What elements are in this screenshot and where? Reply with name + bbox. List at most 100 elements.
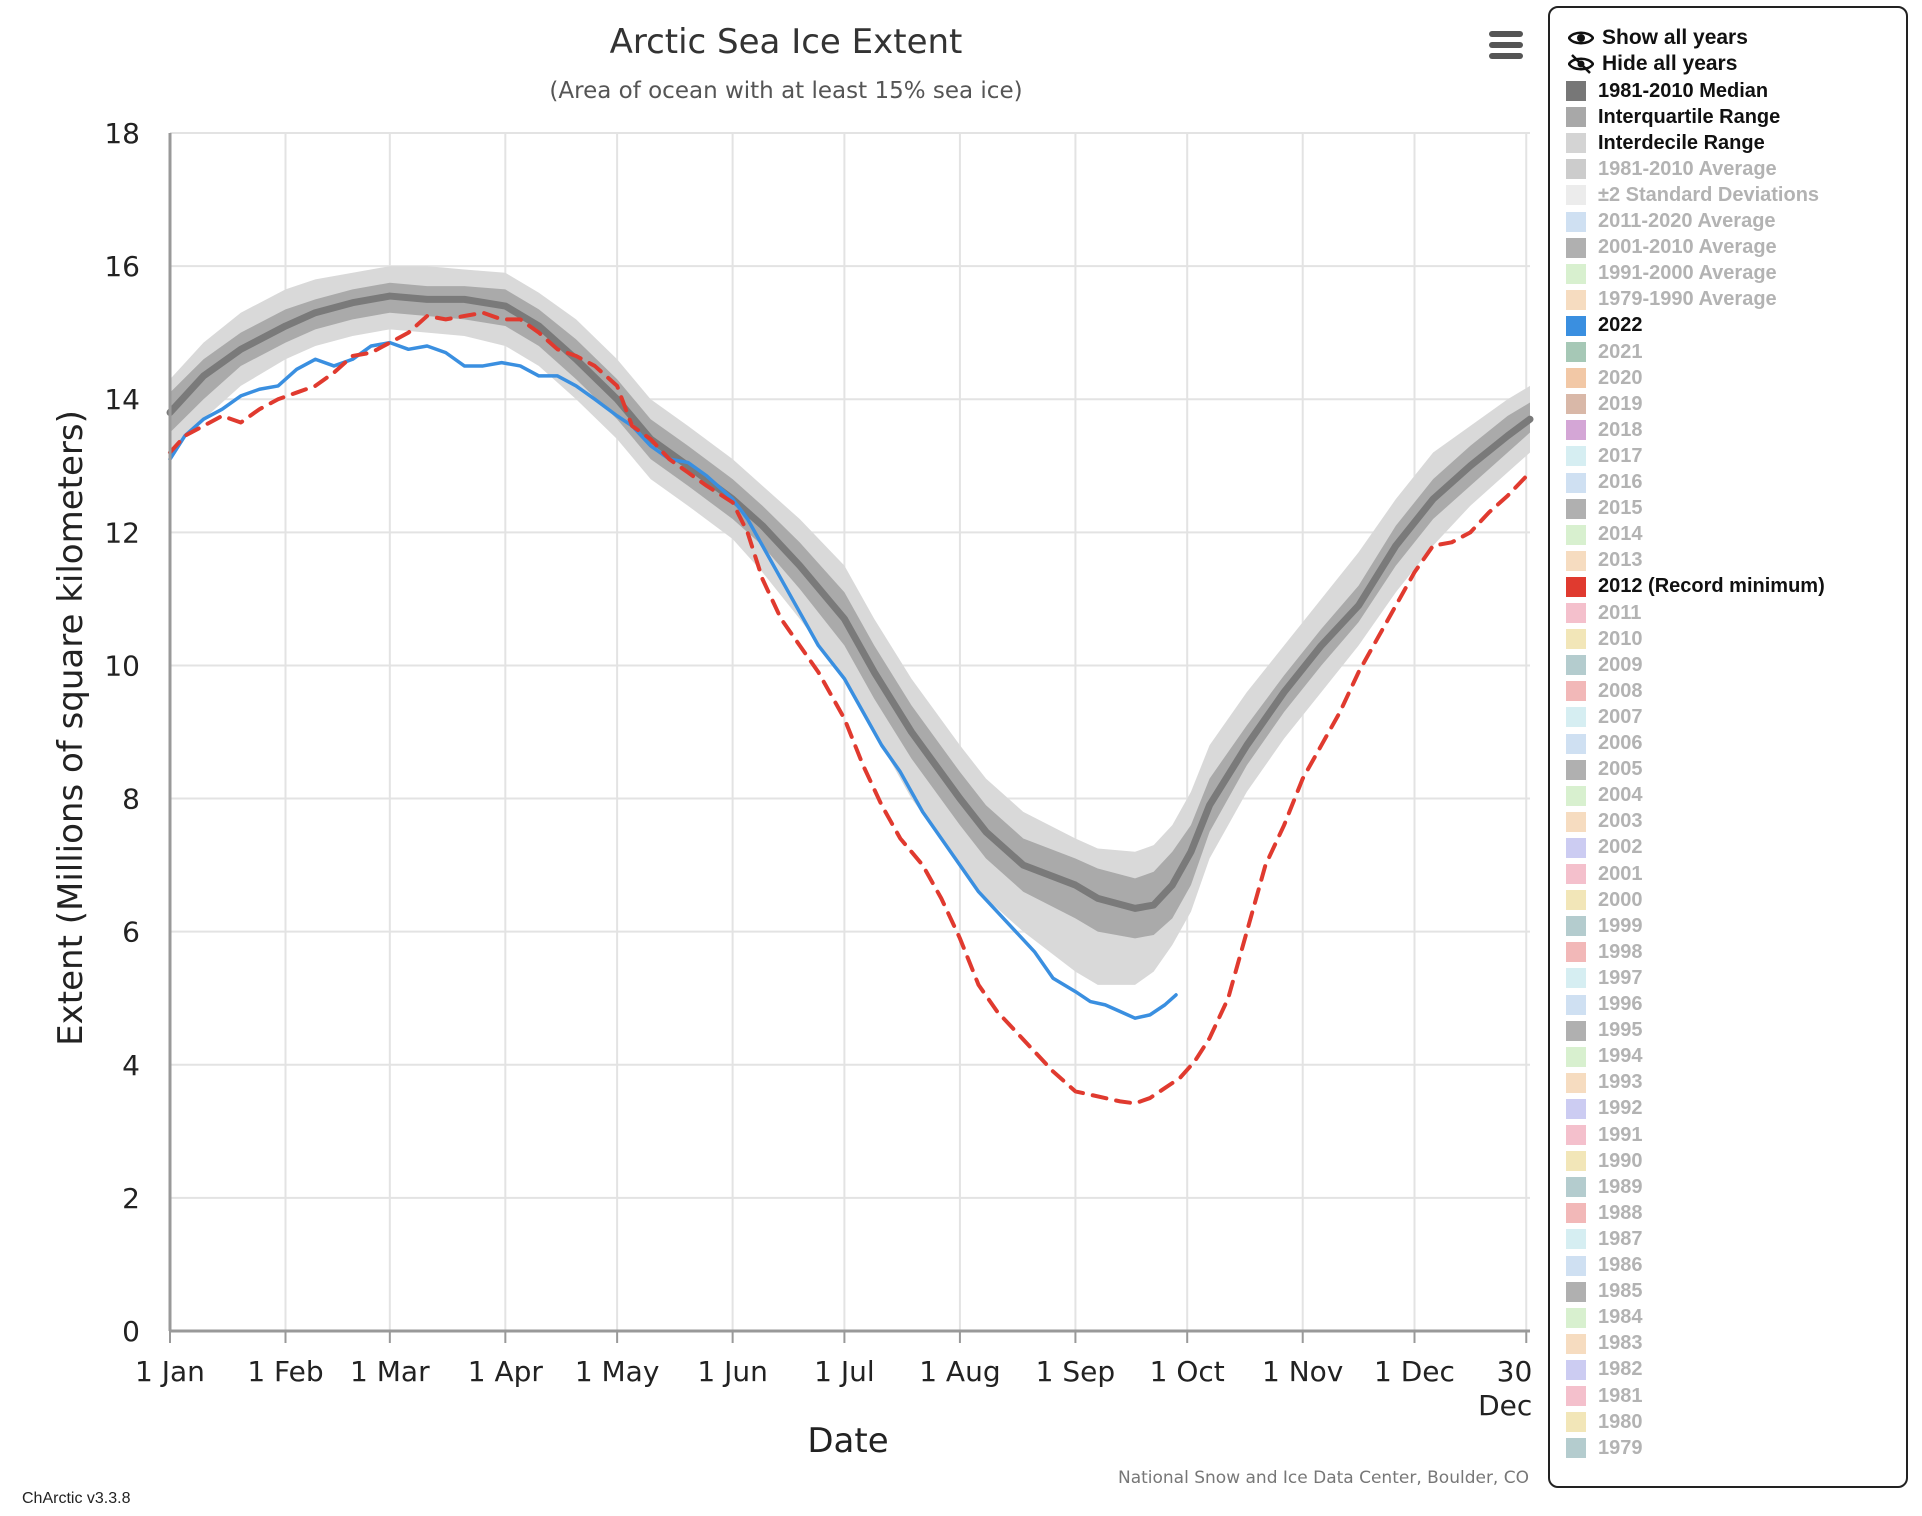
legend-swatch [1566,394,1586,415]
chart-menu-button[interactable] [1485,28,1527,64]
legend-label: 1991 [1598,1123,1643,1146]
legend-item[interactable]: 1991 [1566,1123,1643,1147]
legend-item[interactable]: 1993 [1566,1071,1643,1095]
legend-swatch [1566,655,1586,676]
legend-item[interactable]: 2012 (Record minimum) [1566,575,1825,599]
legend-item[interactable]: 1995 [1566,1019,1643,1043]
legend-item[interactable]: 1999 [1566,914,1643,938]
legend-item[interactable]: 2018 [1566,418,1643,442]
legend-swatch [1566,1386,1586,1406]
legend-label: 2003 [1598,810,1643,833]
menu-bar [1489,53,1523,59]
legend-swatch [1566,1203,1586,1224]
legend-item[interactable]: 1980 [1566,1410,1643,1434]
legend-item[interactable]: 1982 [1566,1358,1643,1382]
legend-item[interactable]: 1979 [1566,1436,1643,1460]
legend-item[interactable]: 2017 [1566,444,1643,468]
legend-label: 2008 [1598,679,1643,702]
legend-item[interactable]: 1996 [1566,993,1643,1017]
legend-item[interactable]: 2011 [1566,601,1641,625]
legend-label: 2011 [1598,601,1642,624]
legend-swatch [1566,211,1586,232]
legend-item[interactable]: 1988 [1566,1201,1643,1225]
legend-item[interactable]: 1984 [1566,1306,1643,1330]
legend-swatch [1566,1255,1586,1276]
legend-item[interactable]: 2008 [1566,679,1643,703]
legend-item[interactable]: 2011-2020 Average [1566,210,1776,234]
legend-item[interactable]: 1998 [1566,940,1643,964]
legend-label: 2020 [1598,366,1643,389]
legend-item[interactable]: 2010 [1566,627,1643,651]
legend-item[interactable]: 1987 [1566,1227,1643,1251]
legend-item[interactable]: 2016 [1566,471,1643,495]
legend-item[interactable]: 2004 [1566,784,1643,808]
legend-item[interactable]: 2013 [1566,549,1643,573]
chart-area: Arctic Sea Ice Extent (Area of ocean wit… [51,22,1534,1488]
legend-item[interactable]: 1985 [1566,1280,1643,1304]
legend-item[interactable]: 1989 [1566,1175,1643,1199]
legend-item[interactable]: 1990 [1566,1149,1643,1173]
legend-item[interactable]: 1986 [1566,1254,1643,1278]
legend-item[interactable]: 2020 [1566,366,1643,390]
legend-item[interactable]: 2021 [1566,340,1643,364]
legend-item[interactable]: 2002 [1566,836,1643,860]
legend-item[interactable]: 2001-2010 Average [1566,236,1777,260]
legend-item[interactable]: 1997 [1566,966,1643,990]
legend-swatch [1566,629,1586,650]
eye-icon [1568,31,1594,45]
legend-label: 1981-2010 Median [1598,79,1769,102]
legend-swatch [1566,1359,1586,1380]
legend-label: 1981-2010 Average [1598,157,1777,180]
legend-item[interactable]: 2006 [1566,732,1643,756]
legend-item[interactable]: 2009 [1566,653,1643,677]
legend-item[interactable]: 1981 [1566,1384,1643,1408]
chart-svg: Arctic Sea Ice Extent (Area of ocean wit… [51,22,1534,1488]
legend-item[interactable]: Interdecile Range [1566,131,1765,155]
hide-all-years-button[interactable]: Hide all years [1568,52,1737,76]
legend-label: 2022 [1598,314,1643,337]
legend-item[interactable]: 2014 [1566,523,1643,547]
legend-item[interactable]: Interquartile Range [1566,105,1780,129]
legend-swatch [1566,289,1586,310]
legend-item[interactable]: 2000 [1566,888,1643,912]
legend-swatch [1566,133,1586,154]
legend-label: 2015 [1598,497,1643,520]
legend-item[interactable]: 1979-1990 Average [1566,288,1777,312]
legend-swatch [1566,1333,1586,1354]
legend-swatch [1566,81,1586,101]
legend-swatch [1566,524,1586,545]
chart-credit[interactable]: National Snow and Ice Data Center, Bould… [1118,1468,1529,1488]
show-all-years-button[interactable]: Show all years [1568,26,1748,50]
legend-swatch [1566,498,1586,519]
x-tick-label: 1 Oct [1150,1355,1225,1388]
legend-swatch [1566,576,1586,597]
legend-label: 1993 [1598,1071,1643,1094]
legend-item[interactable]: 2015 [1566,497,1643,521]
legend-item[interactable]: 2001 [1566,862,1643,886]
legend-swatch [1566,785,1586,806]
x-tick-label: 1 Jun [697,1355,767,1388]
legend-item[interactable]: 1992 [1566,1097,1643,1121]
legend-label: 1986 [1598,1254,1643,1276]
series-line-2012 [168,310,1532,1106]
legend-item[interactable]: ±2 Standard Deviations [1566,183,1819,207]
legend-label: 1995 [1598,1019,1643,1042]
legend-swatch [1566,1281,1586,1302]
legend-item[interactable]: 2005 [1566,758,1643,782]
legend-label: 1988 [1598,1201,1643,1224]
legend-item[interactable]: 2007 [1566,705,1643,729]
legend-item[interactable]: 2003 [1566,810,1643,834]
legend-item[interactable]: 1983 [1566,1332,1643,1356]
legend-item[interactable]: 1981-2010 Average [1566,157,1777,181]
legend-label: 1987 [1598,1227,1643,1250]
legend-item[interactable]: 2019 [1566,392,1643,416]
legend-item[interactable]: 1991-2000 Average [1566,262,1777,286]
legend-label: 2018 [1598,418,1643,441]
legend-item[interactable]: 1981-2010 Median [1566,79,1768,103]
axis-layer: 0 2 4 6 8 10 12 14 16 18 1 Jan 1 Feb 1 Mar 1 Apr 1 May… [104,117,1532,1422]
legend-item[interactable]: 1994 [1566,1045,1643,1069]
legend-item[interactable]: 2022 [1566,314,1643,338]
legend-swatch [1566,550,1586,571]
legend-label: 1994 [1598,1045,1643,1068]
legend-swatch [1566,1125,1586,1145]
